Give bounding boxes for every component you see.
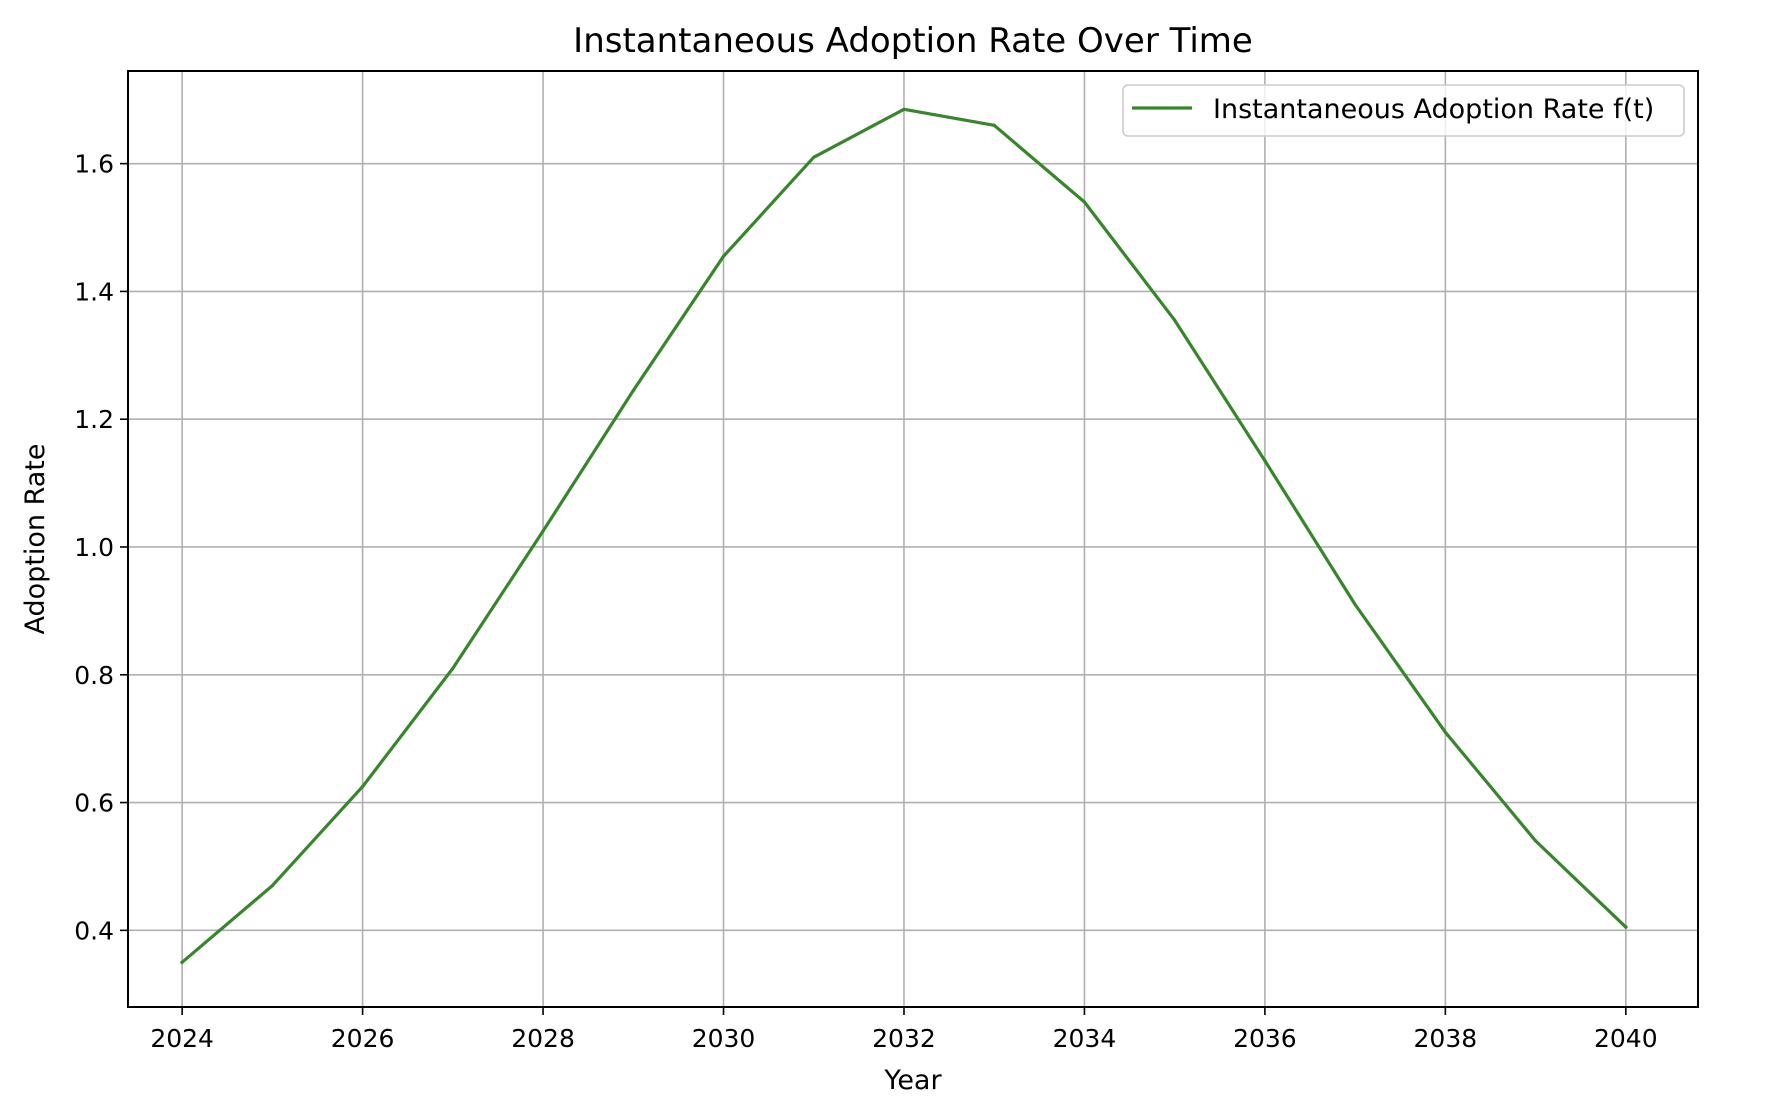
x-tick-label: 2040 bbox=[1594, 1024, 1658, 1053]
data-point bbox=[902, 107, 906, 111]
x-tick-label: 2030 bbox=[692, 1024, 756, 1053]
series-layer bbox=[179, 107, 1629, 965]
x-tick-label: 2028 bbox=[511, 1024, 575, 1053]
data-point bbox=[451, 666, 455, 671]
data-point bbox=[270, 884, 274, 888]
x-tick-label: 2024 bbox=[150, 1024, 214, 1053]
data-point bbox=[1082, 200, 1086, 204]
y-tick-label: 1.0 bbox=[74, 533, 114, 562]
grid-lines bbox=[128, 71, 1698, 1007]
x-tick-label: 2026 bbox=[331, 1024, 395, 1053]
y-axis-label: Adoption Rate bbox=[20, 443, 51, 634]
y-tick-label: 1.2 bbox=[74, 405, 114, 434]
data-point bbox=[361, 785, 365, 789]
legend-label: Instantaneous Adoption Rate f(t) bbox=[1213, 94, 1654, 125]
x-tick-label: 2038 bbox=[1414, 1024, 1478, 1053]
data-point bbox=[1173, 318, 1177, 322]
x-axis-ticks: 2024 2026 2028 2030 2032 2034 2036 2038 2040 bbox=[150, 1007, 1658, 1053]
y-tick-label: 0.4 bbox=[74, 916, 114, 945]
data-point bbox=[631, 388, 635, 393]
legend-box bbox=[1122, 84, 1685, 137]
x-axis-label: Year bbox=[883, 1065, 942, 1096]
y-tick-label: 1.6 bbox=[74, 150, 114, 179]
x-tick-label: 2032 bbox=[872, 1024, 936, 1053]
data-point bbox=[1534, 839, 1538, 843]
data-point bbox=[721, 254, 726, 258]
data-point bbox=[812, 155, 816, 159]
data-point bbox=[180, 960, 184, 964]
data-point bbox=[1353, 602, 1357, 607]
y-tick-label: 0.8 bbox=[74, 661, 114, 690]
x-tick-label: 2036 bbox=[1233, 1024, 1297, 1053]
data-point bbox=[1443, 730, 1447, 734]
legend: Instantaneous Adoption Rate f(t) bbox=[1122, 84, 1685, 137]
data-point bbox=[541, 529, 545, 533]
data-point bbox=[992, 123, 996, 127]
y-tick-label: 1.4 bbox=[74, 277, 114, 306]
y-axis-ticks: 0.4 0.6 0.8 1.0 1.2 1.4 1.6 bbox=[74, 150, 128, 945]
plot-frame bbox=[127, 70, 1699, 1008]
x-tick-label: 2034 bbox=[1053, 1024, 1117, 1053]
data-point bbox=[1624, 925, 1628, 929]
y-tick-label: 0.6 bbox=[74, 789, 114, 818]
chart-title: Instantaneous Adoption Rate Over Time bbox=[573, 21, 1253, 61]
data-point bbox=[1263, 459, 1267, 463]
